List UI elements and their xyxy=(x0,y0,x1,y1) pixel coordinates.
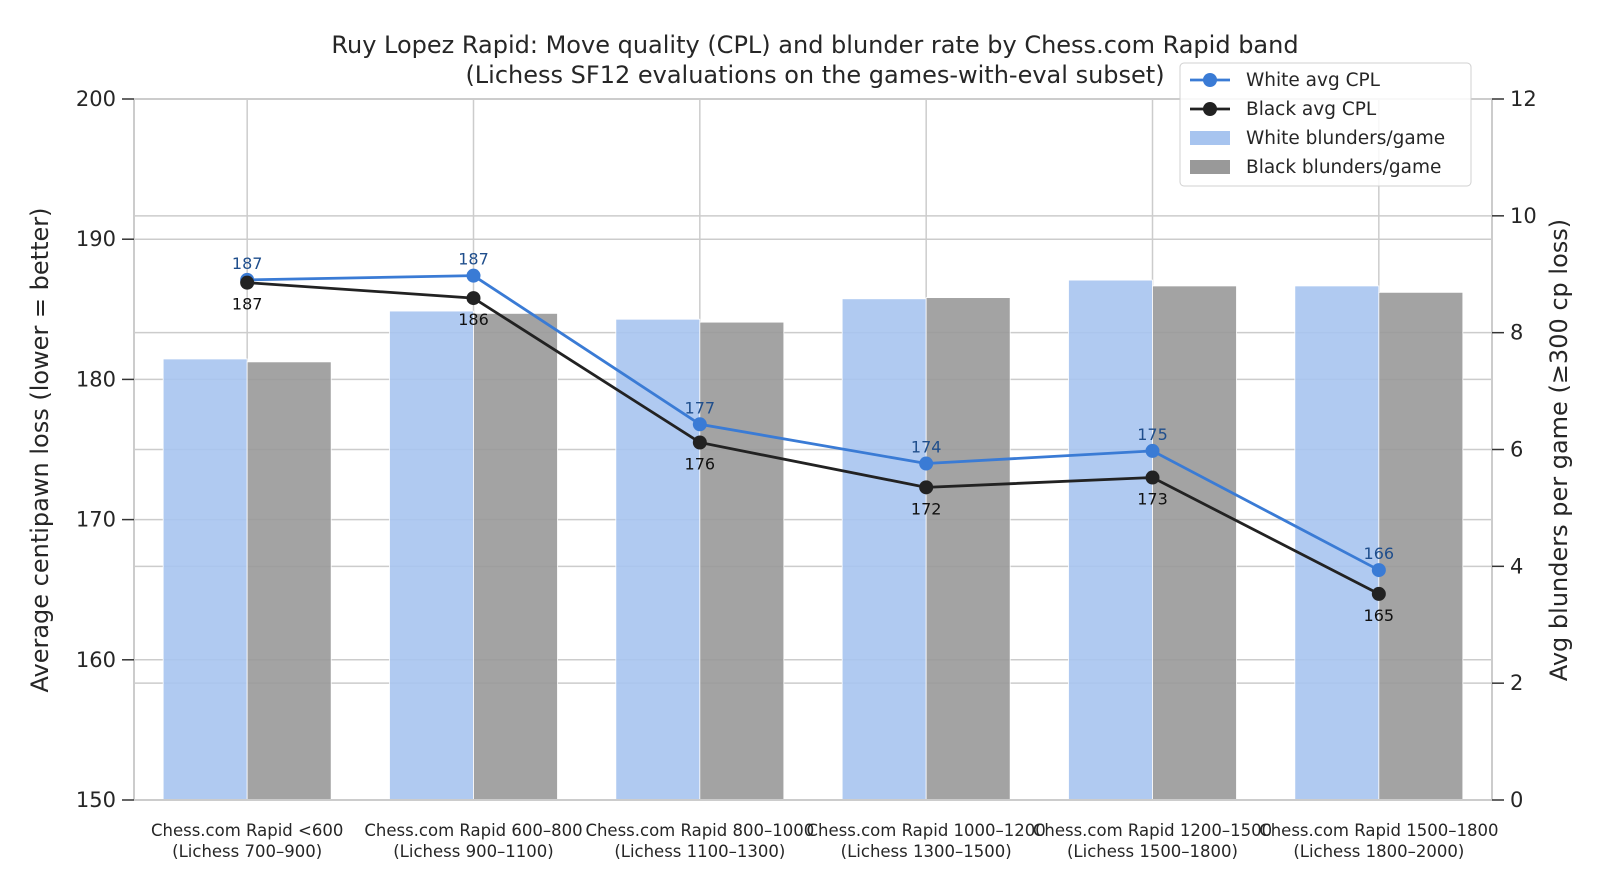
point-black-cpl xyxy=(692,435,707,450)
legend-frame xyxy=(1179,62,1472,187)
chart-subtitle: (Lichess SF12 evaluations on the games-w… xyxy=(465,61,1164,89)
y-tick-label: 170 xyxy=(76,508,116,532)
point-white-cpl xyxy=(1145,443,1160,458)
legend-label-black-cpl: Black avg CPL xyxy=(1246,99,1377,120)
bar-white-blunders xyxy=(1294,285,1380,801)
x-tick-label: Chess.com Rapid 800–1000 xyxy=(585,821,814,840)
data-label-black: 165 xyxy=(1364,606,1395,625)
y2-tick-label: 0 xyxy=(1510,788,1523,812)
y2-tick-label: 4 xyxy=(1510,554,1523,578)
point-black-cpl xyxy=(1145,470,1160,485)
bar-black-blunders xyxy=(699,321,785,801)
x-tick-sublabel: (Lichess 1300–1500) xyxy=(841,842,1012,861)
bar-white-blunders xyxy=(1068,279,1153,801)
y2-tick-label: 12 xyxy=(1510,87,1537,111)
bar-black-blunders xyxy=(473,312,558,801)
bar-black-blunders xyxy=(1152,285,1237,801)
bar-black-blunders xyxy=(1378,291,1464,801)
point-black-cpl xyxy=(240,275,255,290)
y-axis-label: Average centipawn loss (lower = better) xyxy=(26,208,54,693)
axes: 150 160 170 180 190 200 0 2 4 6 8 10 12 Chess.com Rap… xyxy=(76,87,1537,861)
y2-tick-label: 6 xyxy=(1510,438,1523,462)
data-label-white: 174 xyxy=(911,438,942,457)
line-black-cpl xyxy=(247,281,1380,596)
legend-label-white-cpl: White avg CPL xyxy=(1246,70,1381,91)
data-label-black: 172 xyxy=(911,499,942,518)
data-label-white: 175 xyxy=(1137,425,1168,444)
x-tick-label: Chess.com Rapid <600 xyxy=(151,821,343,840)
point-white-cpl xyxy=(692,417,707,432)
bar-black-blunders xyxy=(925,297,1011,801)
x-tick-label: Chess.com Rapid 1200–1500 xyxy=(1033,821,1272,840)
data-label-black: 186 xyxy=(458,310,489,329)
data-label-black: 176 xyxy=(685,454,716,473)
x-tick-label: Chess.com Rapid 1000–1200 xyxy=(807,821,1046,840)
legend: White avg CPL Black avg CPL White blunders… xyxy=(1179,62,1472,187)
data-label-white: 177 xyxy=(685,398,716,417)
data-label-black: 173 xyxy=(1137,490,1168,509)
bar-black-blunders xyxy=(246,361,332,801)
x-tick-sublabel: (Lichess 1800–2000) xyxy=(1293,842,1464,861)
bar-white-blunders xyxy=(615,318,701,801)
bar-white-blunders xyxy=(841,298,927,801)
bar-white-blunders xyxy=(162,358,248,801)
x-tick-sublabel: (Lichess 700–900) xyxy=(172,842,322,861)
legend-marker-black-cpl xyxy=(1203,102,1217,116)
point-white-cpl xyxy=(1371,563,1386,578)
x-tick-sublabel: (Lichess 1100–1300) xyxy=(614,842,785,861)
point-white-cpl xyxy=(919,456,934,471)
point-black-cpl xyxy=(919,480,934,495)
legend-swatch-white-blunders xyxy=(1190,131,1230,145)
data-label-white: 187 xyxy=(458,250,489,269)
y2-axis-label: Avg blunders per game (≥300 cp loss) xyxy=(1545,219,1573,681)
y-tick-label: 160 xyxy=(76,648,116,672)
x-tick-label: Chess.com Rapid 600–800 xyxy=(364,821,582,840)
point-black-cpl xyxy=(466,291,481,306)
x-tick-label: Chess.com Rapid 1500–1800 xyxy=(1259,821,1498,840)
y-tick-label: 180 xyxy=(76,367,116,391)
data-label-black: 187 xyxy=(232,295,263,314)
line-white-cpl xyxy=(247,274,1380,572)
legend-label-white-blunders: White blunders/game xyxy=(1246,128,1445,149)
data-label-white: 166 xyxy=(1364,544,1395,563)
y-tick-label: 150 xyxy=(76,788,116,812)
y2-tick-label: 8 xyxy=(1510,321,1523,345)
y2-tick-label: 2 xyxy=(1510,671,1523,695)
bar-white-blunders xyxy=(389,310,474,801)
chart-title: Ruy Lopez Rapid: Move quality (CPL) and … xyxy=(331,31,1298,59)
x-tick-sublabel: (Lichess 1500–1800) xyxy=(1067,842,1238,861)
point-white-cpl xyxy=(466,268,481,283)
grid xyxy=(134,98,1492,801)
data-label-white: 187 xyxy=(232,254,263,273)
y2-tick-label: 10 xyxy=(1510,204,1537,228)
bar-layer xyxy=(162,279,1464,801)
legend-label-black-blunders: Black blunders/game xyxy=(1246,157,1441,178)
y-tick-label: 200 xyxy=(76,87,116,111)
legend-marker-white-cpl xyxy=(1203,73,1217,87)
legend-swatch-black-blunders xyxy=(1190,160,1230,174)
line-layer: 187 187 177 174 175 166 187 186 176 172 173 165 xyxy=(232,250,1394,625)
point-black-cpl xyxy=(1371,586,1386,601)
x-tick-sublabel: (Lichess 900–1100) xyxy=(393,842,554,861)
y-tick-label: 190 xyxy=(76,227,116,251)
